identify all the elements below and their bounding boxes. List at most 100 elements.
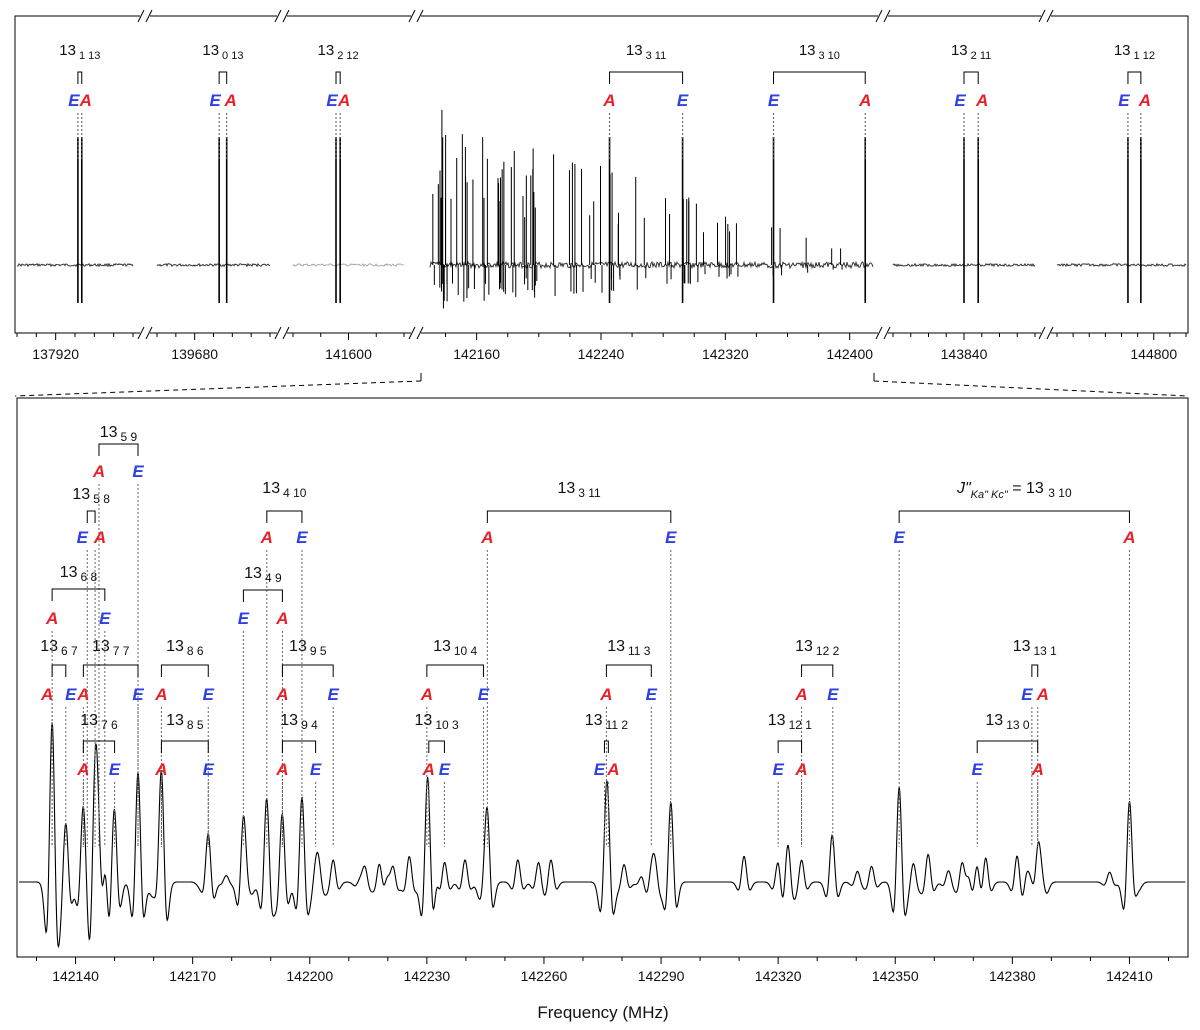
bottom-symmetry-label-e: E <box>99 609 111 628</box>
bottom-symmetry-label-a: A <box>45 609 58 628</box>
top-transition-label: 13 2 12 <box>318 42 359 62</box>
bottom-transition-label: 13 5 8 <box>72 486 110 506</box>
top-symmetry-label-a: A <box>602 91 615 110</box>
bottom-tick-label: 142170 <box>169 968 216 984</box>
bottom-symmetry-label-e: E <box>646 685 658 704</box>
bottom-transition-label: 13 6 8 <box>60 564 98 584</box>
bottom-transition-label: 13 3 11 <box>557 480 601 500</box>
top-symmetry-label-a: A <box>858 91 871 110</box>
top-bracket <box>218 71 228 84</box>
bottom-bracket <box>281 664 334 677</box>
top-trace-segment <box>1056 262 1187 268</box>
top-bracket <box>335 71 341 84</box>
top-trace-segment <box>292 263 405 267</box>
bottom-symmetry-label-e: E <box>238 609 250 628</box>
bottom-bracket <box>266 510 303 523</box>
bottom-break-mark <box>1038 326 1046 340</box>
top-symmetry-label-e: E <box>954 91 966 110</box>
bottom-transition-label: 13 11 3 <box>607 638 651 658</box>
top-symmetry-label-e: E <box>68 91 80 110</box>
bottom-panel: Frequency (MHz) 142140 142170 142200 142230… <box>16 397 1189 1022</box>
top-break-mark <box>145 9 153 23</box>
bottom-symmetry-label-e: E <box>327 685 339 704</box>
top-tick-label: 137920 <box>32 346 79 362</box>
top-tick-label: 142160 <box>453 346 500 362</box>
bottom-break-mark <box>145 326 153 340</box>
bottom-transition-label: 13 4 10 <box>262 480 306 500</box>
bottom-bracket <box>605 664 652 677</box>
bottom-bracket <box>777 740 803 753</box>
bottom-symmetry-label-e: E <box>893 528 905 547</box>
top-bracket <box>609 71 684 84</box>
bottom-bracket <box>428 740 445 753</box>
top-bracket <box>773 71 866 84</box>
bottom-bracket <box>51 664 67 677</box>
top-symmetry-label-a: A <box>1138 91 1151 110</box>
bottom-symmetry-label-e: E <box>132 685 144 704</box>
zoom-connector-right <box>873 380 1189 397</box>
bottom-bracket <box>976 740 1039 753</box>
top-symmetry-label-e: E <box>677 91 689 110</box>
bottom-bracket <box>242 589 283 602</box>
top-bracket <box>1127 71 1142 84</box>
top-break-mark <box>408 9 416 23</box>
top-break-mark <box>137 9 145 23</box>
bottom-symmetry-label-a: A <box>93 528 106 547</box>
bottom-bracket <box>82 740 116 753</box>
zoom-connectors <box>14 373 1189 397</box>
bottom-symmetry-label-e: E <box>203 760 215 779</box>
bottom-tick-label: 142230 <box>403 968 450 984</box>
top-symmetry-label-a: A <box>975 91 988 110</box>
bottom-break-mark <box>137 326 145 340</box>
bottom-tick-label: 142380 <box>989 968 1036 984</box>
bottom-symmetry-label-a: A <box>1031 760 1044 779</box>
top-tick-label: 142320 <box>702 346 749 362</box>
top-tick-label: 142240 <box>578 346 625 362</box>
bottom-bracket <box>426 664 484 677</box>
bottom-break-mark <box>282 326 290 340</box>
bottom-transition-label: 13 5 9 <box>100 424 138 444</box>
bottom-symmetry-label-e: E <box>65 685 77 704</box>
bottom-bracket <box>82 664 139 677</box>
bottom-symmetry-label-e: E <box>972 760 984 779</box>
bottom-symmetry-label-a: A <box>275 760 288 779</box>
bottom-symmetry-label-e: E <box>310 760 322 779</box>
top-break-mark <box>883 9 891 23</box>
top-tick-label: 141600 <box>325 346 372 362</box>
bottom-symmetry-label-a: A <box>275 685 288 704</box>
top-transition-label: 13 2 11 <box>951 42 991 62</box>
top-break-mark-gap <box>1041 10 1051 22</box>
bottom-symmetry-label-a: A <box>40 685 53 704</box>
top-transition-label: 13 1 12 <box>1114 42 1155 62</box>
top-tick-label: 143840 <box>941 346 988 362</box>
bottom-symmetry-label-e: E <box>594 760 606 779</box>
top-symmetry-label-a: A <box>337 91 350 110</box>
bottom-symmetry-label-a: A <box>154 760 167 779</box>
bottom-break-mark <box>274 326 282 340</box>
bottom-symmetry-label-a: A <box>480 528 493 547</box>
bottom-transition-label: 13 4 9 <box>244 565 282 585</box>
bottom-transition-label: 13 8 5 <box>166 712 204 732</box>
bottom-symmetry-label-e: E <box>772 760 784 779</box>
top-transition-label: 13 0 13 <box>202 42 243 62</box>
bottom-bracket <box>160 740 209 753</box>
bottom-symmetry-label-a: A <box>794 685 807 704</box>
bottom-bracket <box>51 588 106 601</box>
top-transition-label: 13 3 10 <box>799 42 840 62</box>
bottom-tick-label: 142200 <box>286 968 333 984</box>
bottom-break-mark <box>1046 326 1054 340</box>
bottom-tick-label: 142350 <box>872 968 919 984</box>
bottom-symmetry-label-e: E <box>132 462 144 481</box>
bottom-symmetry-label-e: E <box>77 528 89 547</box>
bottom-transition-label: 13 13 0 <box>985 712 1029 732</box>
bottom-bracket <box>281 740 317 753</box>
top-tick-label: 142400 <box>826 346 873 362</box>
bottom-symmetry-label-a: A <box>1036 685 1049 704</box>
bottom-transition-label: 13 10 3 <box>415 712 459 732</box>
bottom-symmetry-label-e: E <box>296 528 308 547</box>
top-tick-label: 144800 <box>1130 346 1177 362</box>
bottom-symmetry-label-a: A <box>260 528 273 547</box>
bottom-symmetry-label-a: A <box>1122 528 1135 547</box>
top-transition-label: 13 1 13 <box>59 42 100 62</box>
